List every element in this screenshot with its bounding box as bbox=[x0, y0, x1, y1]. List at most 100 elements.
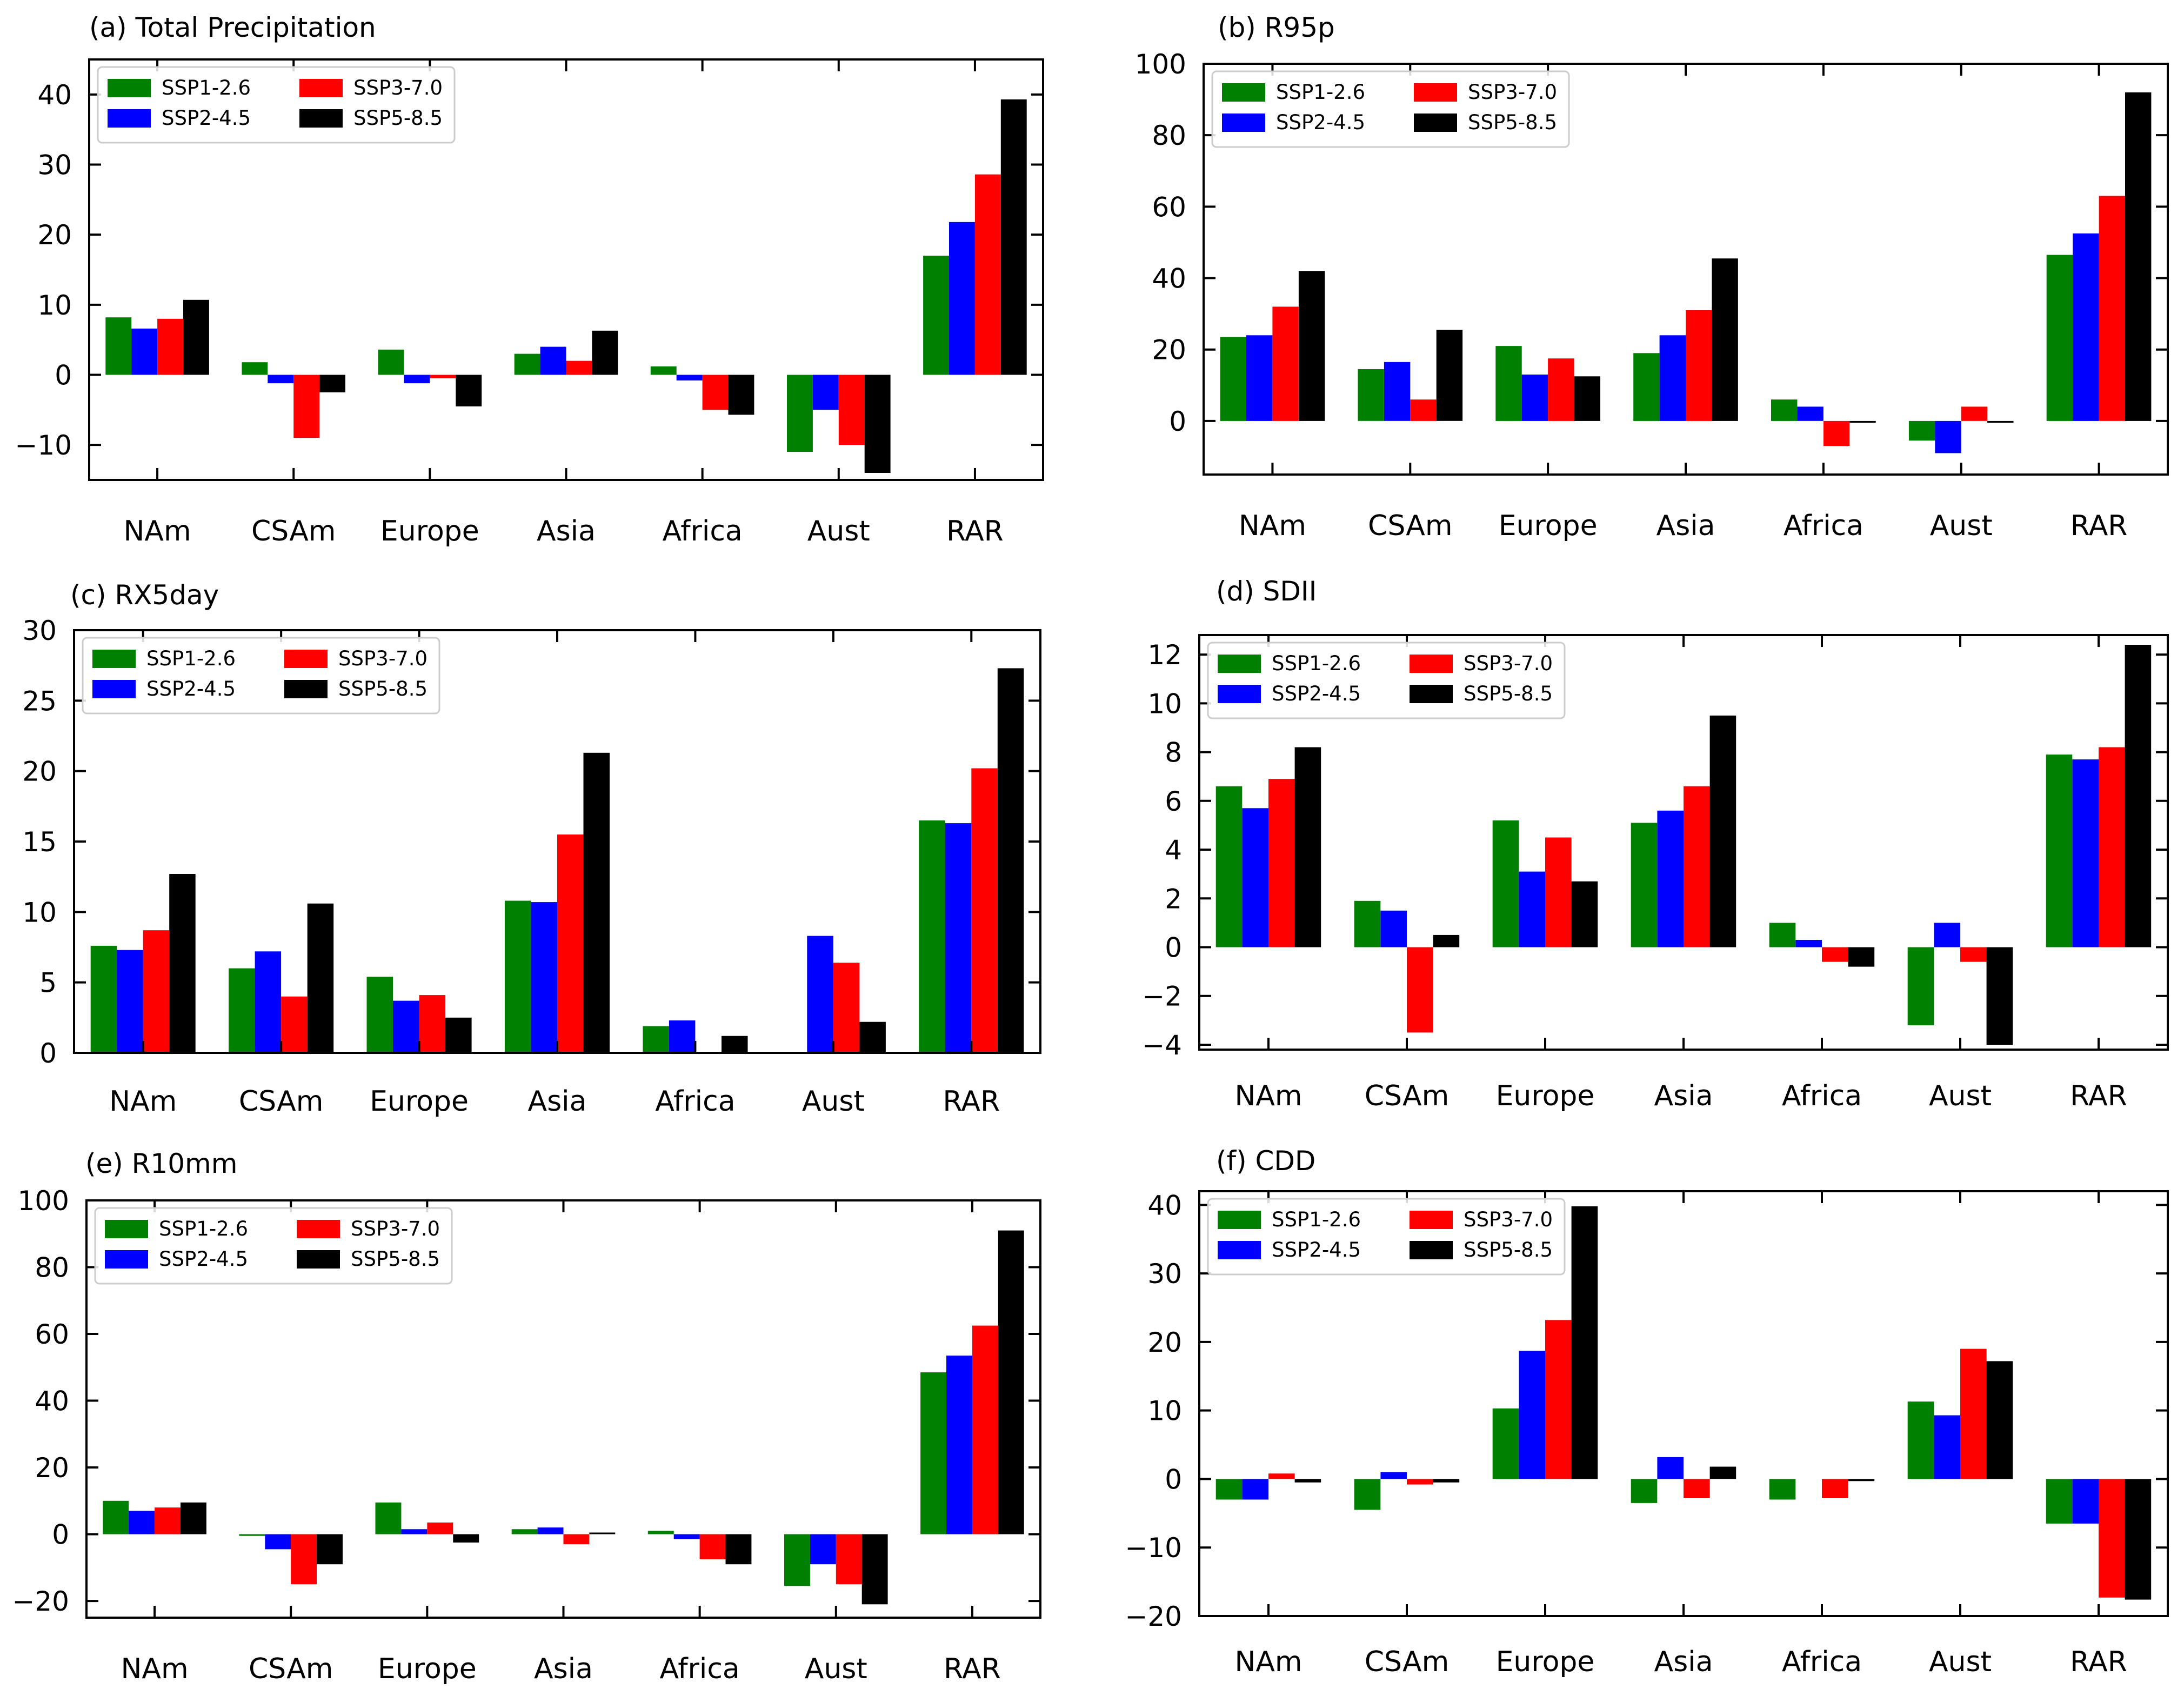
legend-swatch bbox=[105, 1250, 148, 1269]
y-tick-label: 80 bbox=[35, 1252, 69, 1284]
bar-SSP3-7.0-Europe bbox=[1548, 358, 1574, 421]
bar-SSP1-2.6-Europe bbox=[1495, 346, 1522, 421]
bar-SSP2-4.5-Asia bbox=[540, 346, 566, 375]
legend-label: SSP2-4.5 bbox=[146, 677, 236, 700]
bar-SSP5-8.5-CSAm bbox=[319, 375, 345, 392]
y-tick-label: 100 bbox=[18, 1185, 69, 1217]
legend-swatch bbox=[108, 109, 151, 128]
bar-SSP2-4.5-Africa bbox=[1797, 406, 1824, 421]
x-tick-label: Asia bbox=[534, 1653, 593, 1685]
bar-SSP2-4.5-Aust bbox=[1934, 1415, 1960, 1479]
bar-SSP3-7.0-Africa bbox=[1823, 420, 1850, 446]
x-tick-label: Europe bbox=[378, 1653, 477, 1685]
bar-SSP1-2.6-Asia bbox=[504, 900, 531, 1053]
bar-SSP3-7.0-Asia bbox=[566, 361, 592, 375]
bar-SSP2-4.5-CSAm bbox=[1384, 362, 1411, 421]
bar-SSP1-2.6-NAm bbox=[105, 317, 132, 375]
bar-SSP5-8.5-RAR bbox=[2125, 1479, 2152, 1600]
bar-SSP2-4.5-NAm bbox=[1242, 808, 1268, 947]
bar-SSP1-2.6-Asia bbox=[1633, 353, 1660, 421]
x-tick-label: CSAm bbox=[239, 1085, 324, 1118]
bar-SSP2-4.5-RAR bbox=[946, 1356, 972, 1534]
bar-SSP1-2.6-Asia bbox=[1631, 823, 1658, 947]
legend-label: SSP1-2.6 bbox=[146, 647, 236, 670]
legend-label: SSP3-7.0 bbox=[353, 76, 443, 99]
bar-SSP1-2.6-Europe bbox=[1492, 1408, 1519, 1479]
x-tick-label: CSAm bbox=[1368, 510, 1453, 542]
bar-SSP5-8.5-Africa bbox=[1848, 947, 1875, 967]
bar-SSP2-4.5-RAR bbox=[2072, 759, 2099, 947]
chart-panel: (c) RX5day 0 5 10 15 20 25 30 NAm CSAm Europe Asia A… bbox=[22, 579, 1041, 1118]
chart-title: (f) CDD bbox=[1216, 1145, 1315, 1177]
chart-panel: (b) R95p 0 20 40 60 80 100 NAm CSAm Europe Asia Afr… bbox=[1135, 12, 2169, 542]
legend-label: SSP1-2.6 bbox=[1276, 81, 1365, 104]
y-tick-label: 10 bbox=[37, 290, 72, 321]
bar-SSP1-2.6-Africa bbox=[1769, 923, 1796, 947]
y-tick-label: 12 bbox=[1147, 639, 1182, 671]
x-tick-label: RAR bbox=[2070, 1646, 2127, 1678]
y-tick-label: 10 bbox=[22, 897, 57, 928]
bar-SSP1-2.6-Africa bbox=[650, 366, 677, 375]
bar-SSP1-2.6-RAR bbox=[920, 1372, 946, 1534]
bar-SSP5-8.5-Asia bbox=[1709, 1466, 1736, 1479]
bar-SSP1-2.6-NAm bbox=[1220, 337, 1246, 421]
legend-box bbox=[97, 66, 456, 144]
legend-label: SSP2-4.5 bbox=[1272, 1238, 1361, 1261]
bar-SSP5-8.5-CSAm bbox=[1433, 1479, 1460, 1483]
bar-SSP1-2.6-RAR bbox=[2046, 1479, 2073, 1524]
legend-swatch bbox=[299, 109, 343, 128]
y-tick-label: 60 bbox=[35, 1319, 69, 1350]
bar-SSP3-7.0-Europe bbox=[419, 995, 446, 1053]
bar-SSP2-4.5-RAR bbox=[2073, 233, 2099, 421]
bar-SSP3-7.0-Africa bbox=[699, 1534, 726, 1559]
y-tick-label: 100 bbox=[1135, 49, 1186, 80]
x-tick-label: RAR bbox=[944, 1653, 1001, 1685]
chart-title: (a) Total Precipitation bbox=[89, 12, 376, 43]
bar-SSP3-7.0-RAR bbox=[972, 1325, 998, 1534]
legend-swatch bbox=[1410, 1211, 1453, 1229]
bar-SSP3-7.0-CSAm bbox=[293, 375, 320, 438]
legend: SSP1-2.6 SSP2-4.5 SSP3-7.0 SSP5-8.5 bbox=[1211, 70, 1570, 148]
legend-label: SSP1-2.6 bbox=[162, 76, 251, 99]
bar-SSP1-2.6-RAR bbox=[923, 256, 949, 375]
bar-SSP1-2.6-CSAm bbox=[242, 362, 268, 375]
legend-label: SSP3-7.0 bbox=[338, 647, 428, 670]
bar-SSP1-2.6-Europe bbox=[378, 349, 404, 375]
y-tick-label: 20 bbox=[37, 219, 72, 251]
bar-SSP1-2.6-Africa bbox=[647, 1531, 674, 1534]
bar-SSP1-2.6-NAm bbox=[103, 1500, 129, 1534]
bar-SSP1-2.6-Africa bbox=[1771, 399, 1798, 421]
bar-SSP2-4.5-Africa bbox=[673, 1534, 700, 1539]
bar-SSP3-7.0-NAm bbox=[157, 318, 183, 375]
x-tick-label: RAR bbox=[946, 515, 1004, 548]
bar-SSP2-4.5-Asia bbox=[1659, 335, 1686, 421]
bar-SSP2-4.5-Aust bbox=[810, 1534, 836, 1565]
legend: SSP1-2.6 SSP2-4.5 SSP3-7.0 SSP5-8.5 bbox=[1207, 642, 1566, 719]
bar-SSP2-4.5-Asia bbox=[531, 902, 557, 1053]
bar-SSP2-4.5-Europe bbox=[404, 375, 430, 384]
legend: SSP1-2.6 SSP2-4.5 SSP3-7.0 SSP5-8.5 bbox=[94, 1207, 453, 1285]
bar-SSP1-2.6-RAR bbox=[2046, 255, 2073, 421]
bar-SSP5-8.5-Europe bbox=[1571, 1206, 1598, 1479]
bar-SSP5-8.5-Africa bbox=[728, 375, 754, 415]
bar-SSP5-8.5-CSAm bbox=[1436, 330, 1463, 421]
legend-label: SSP1-2.6 bbox=[159, 1217, 248, 1240]
bar-SSP1-2.6-CSAm bbox=[239, 1534, 265, 1536]
x-tick-label: Europe bbox=[370, 1085, 469, 1118]
bar-SSP3-7.0-Asia bbox=[1684, 1479, 1710, 1498]
bar-SSP5-8.5-Europe bbox=[1571, 881, 1598, 947]
bar-SSP5-8.5-Aust bbox=[1987, 420, 2014, 423]
bar-SSP5-8.5-Asia bbox=[583, 752, 610, 1053]
bar-SSP3-7.0-NAm bbox=[1268, 779, 1295, 947]
x-tick-label: Aust bbox=[805, 1653, 867, 1685]
legend-swatch bbox=[297, 1220, 340, 1238]
x-tick-label: Asia bbox=[1654, 1080, 1713, 1112]
bar-SSP2-4.5-Asia bbox=[1657, 810, 1684, 947]
x-tick-label: Africa bbox=[1782, 1080, 1862, 1112]
x-tick-label: CSAm bbox=[249, 1653, 333, 1685]
y-tick-label: 20 bbox=[35, 1452, 69, 1484]
bar-SSP3-7.0-Europe bbox=[1545, 837, 1572, 947]
bar-SSP3-7.0-RAR bbox=[2099, 747, 2125, 947]
bar-SSP3-7.0-CSAm bbox=[281, 996, 308, 1053]
legend-label: SSP5-8.5 bbox=[1468, 111, 1557, 134]
